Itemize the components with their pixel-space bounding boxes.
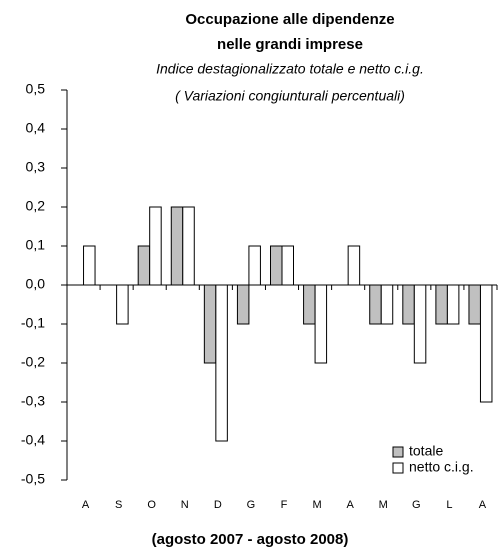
- y-tick-label: 0,2: [26, 198, 46, 214]
- x-tick-label: F: [281, 499, 288, 511]
- y-tick-label: 0,4: [26, 120, 46, 136]
- bar: [380, 284, 394, 325]
- bar: [435, 284, 448, 325]
- legend-label: netto c.i.g.: [409, 459, 474, 475]
- bar: [281, 245, 294, 286]
- x-tick-label: O: [147, 499, 156, 511]
- x-axis-label: (agosto 2007 - agosto 2008): [152, 531, 349, 548]
- y-tick-label: 0,1: [26, 237, 46, 253]
- x-tick-label: S: [115, 499, 122, 511]
- bar: [116, 284, 129, 325]
- bar: [413, 284, 427, 364]
- bar: [347, 245, 361, 286]
- bar: [468, 284, 481, 325]
- bar: [149, 206, 162, 286]
- bar: [270, 245, 283, 286]
- x-tick-label: A: [82, 499, 90, 511]
- legend-label: totale: [409, 443, 443, 459]
- bar: [170, 206, 184, 286]
- y-tick-label: -0,3: [21, 393, 45, 409]
- x-tick-label: L: [446, 499, 452, 511]
- bar: [248, 245, 261, 286]
- x-tick-label: N: [181, 499, 189, 511]
- y-tick-label: -0,1: [21, 315, 45, 331]
- x-tick-label: G: [412, 499, 421, 511]
- bar: [446, 284, 460, 325]
- bar: [137, 245, 151, 286]
- y-tick-label: -0,5: [21, 471, 45, 487]
- chart-title: nelle grandi imprese: [217, 36, 363, 53]
- bar: [215, 284, 228, 442]
- bar: [236, 284, 250, 325]
- bar: [479, 284, 493, 403]
- x-tick-label: D: [214, 499, 222, 511]
- y-tick-label: -0,4: [21, 432, 45, 448]
- chart-title: Occupazione alle dipendenze: [185, 11, 394, 28]
- y-tick-label: 0,5: [26, 81, 46, 97]
- x-tick-label: M: [312, 499, 321, 511]
- x-tick-label: M: [379, 499, 388, 511]
- bar: [369, 284, 382, 325]
- bar: [182, 206, 195, 286]
- bar: [203, 284, 217, 364]
- x-tick-label: G: [247, 499, 256, 511]
- x-tick-label: A: [479, 499, 487, 511]
- bar: [303, 284, 316, 325]
- bar: [83, 245, 96, 286]
- chart-subtitle: ( Variazioni congiunturali percentuali): [175, 88, 405, 104]
- legend-swatch: [392, 446, 404, 458]
- y-tick-label: -0,2: [21, 354, 45, 370]
- x-tick-label: A: [346, 499, 354, 511]
- y-tick-label: 0,0: [26, 276, 46, 292]
- y-tick-label: 0,3: [26, 159, 46, 175]
- legend-swatch: [392, 462, 404, 474]
- chart-subtitle: Indice destagionalizzato totale e netto …: [156, 61, 424, 77]
- bar: [402, 284, 415, 325]
- bar: [314, 284, 328, 364]
